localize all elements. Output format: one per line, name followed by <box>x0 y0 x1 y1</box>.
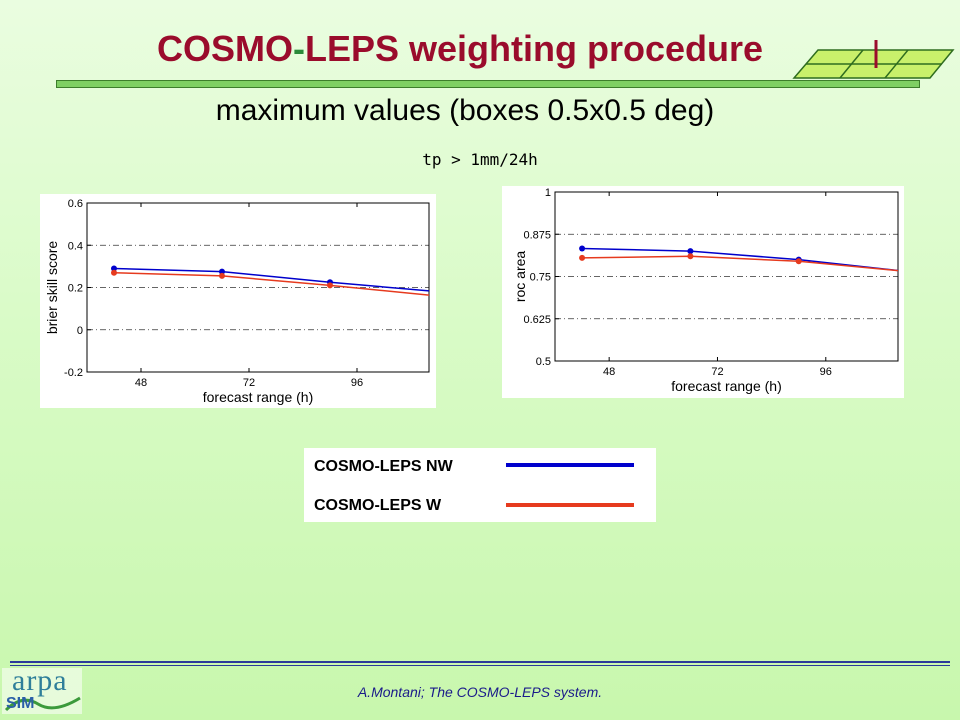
roc-series-1-point-1 <box>687 253 694 260</box>
footer-rule-top <box>10 661 950 663</box>
bss-xtick-label-0: 48 <box>135 377 147 389</box>
bss-xlabel: forecast range (h) <box>203 389 314 405</box>
roc-series-line-1 <box>582 255 898 272</box>
bss-ytick-label-3: 0.4 <box>68 240 83 252</box>
bss-series-1-point-1 <box>219 272 225 279</box>
legend-line-nw <box>506 463 634 467</box>
logo-text-sim: SIM <box>6 695 35 712</box>
roc-xtick-label-2: 96 <box>820 366 832 378</box>
footer-rule-bottom <box>10 665 950 666</box>
roc-ytick-label-1: 0.625 <box>523 314 551 326</box>
title-cosmo: COSMO <box>156 28 293 69</box>
title-dash: - <box>292 28 305 69</box>
bss-series-0-point-1 <box>219 268 225 275</box>
bss-xtick-label-1: 72 <box>243 377 255 389</box>
roc-series-group <box>579 245 898 272</box>
roc-area-chart: 0.5 0.625 0.75 0.875 1 48 72 96 forecast range (… <box>502 186 904 398</box>
footer-credit: A.Montani; The COSMO-LEPS system. <box>357 684 603 700</box>
bss-series-line-1 <box>113 271 429 296</box>
bss-series-group <box>111 265 429 296</box>
roc-ytick-label-0: 0.5 <box>536 356 551 368</box>
bss-series-1-point-2 <box>327 282 333 289</box>
precipitation-threshold: tp > 1mm/24h <box>422 150 538 169</box>
logo-text-arpa: arpa <box>12 664 68 697</box>
bss-ylabel: brier skill score <box>44 241 60 335</box>
bss-series-line-0 <box>113 267 429 292</box>
legend: COSMO-LEPS NW COSMO-LEPS W <box>304 448 656 522</box>
bss-ytick-label-0: -0.2 <box>64 367 83 379</box>
roc-area-plot: 0.5 0.625 0.75 0.875 1 48 72 96 forecast range (… <box>512 187 899 394</box>
bss-xtick-label-2: 96 <box>351 377 363 389</box>
title-underline <box>56 80 920 88</box>
roc-series-0-point-0 <box>579 245 586 252</box>
bss-series-1-point-0 <box>111 269 117 276</box>
legend-label-w: COSMO-LEPS W <box>314 497 442 514</box>
legend-label-nw: COSMO-LEPS NW <box>314 458 453 475</box>
bss-ytick-label-4: 0.6 <box>68 198 83 210</box>
roc-series-line-0 <box>582 247 898 272</box>
brier-skill-score-plot: -0.2 0 0.2 0.4 0.6 48 72 96 forecast range (h) br… <box>44 198 430 405</box>
roc-xtick-label-0: 48 <box>603 366 615 378</box>
roc-ylabel: roc area <box>512 251 528 303</box>
bss-ytick-label-2: 0.2 <box>68 283 83 295</box>
roc-ytick-label-3: 0.875 <box>523 229 551 241</box>
roc-series-1-point-0 <box>579 254 586 261</box>
roc-ytick-label-2: 0.75 <box>530 272 551 284</box>
grid-boxes-icon <box>792 40 955 79</box>
slide-subtitle: maximum values (boxes 0.5x0.5 deg) <box>215 94 715 127</box>
roc-xtick-label-1: 72 <box>711 366 723 378</box>
slide-title: COSMO-LEPS weighting procedure <box>120 28 800 70</box>
roc-xlabel: forecast range (h) <box>671 378 782 394</box>
roc-series-1-point-2 <box>795 258 802 265</box>
bss-series-0-point-0 <box>111 265 117 272</box>
bss-ytick-label-1: 0 <box>77 325 83 337</box>
roc-ytick-label-4: 1 <box>545 187 551 199</box>
arpa-logo-mark <box>2 668 82 714</box>
brier-skill-score-chart: -0.2 0 0.2 0.4 0.6 48 72 96 forecast range (h) br… <box>40 194 436 408</box>
roc-series-0-point-1 <box>687 248 694 255</box>
title-leps: LEPS weighting procedure <box>304 28 764 69</box>
arpa-sim-logo: arpa SIM <box>2 664 84 716</box>
legend-line-w <box>506 503 634 507</box>
